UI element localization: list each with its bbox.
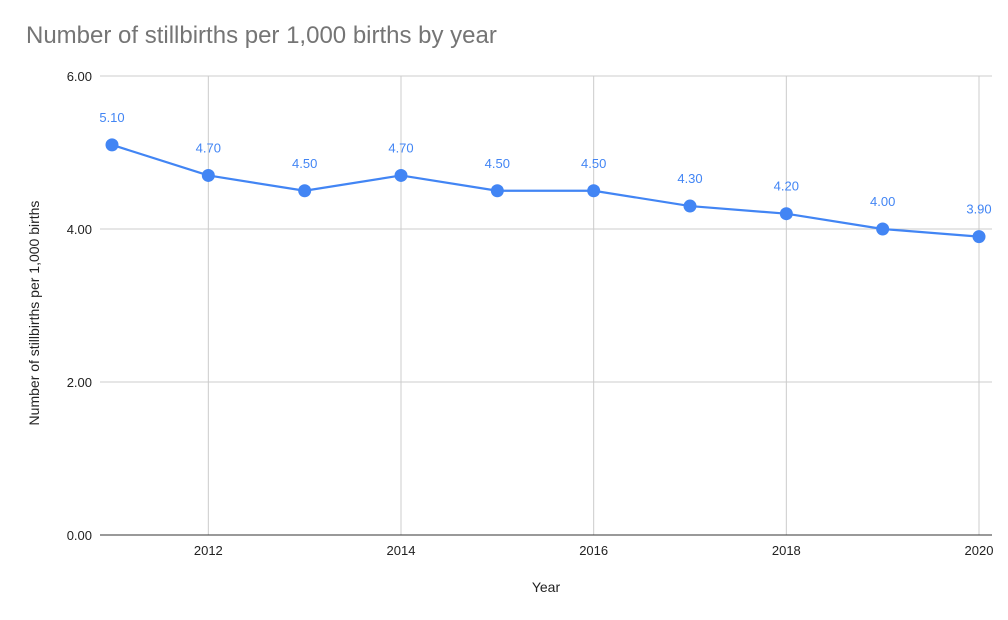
data-label: 4.50 xyxy=(581,156,606,171)
data-label: 4.50 xyxy=(485,156,510,171)
series-layer xyxy=(105,138,986,244)
axes: 0.00 2.00 4.00 6.00 2012 2014 2016 2018 2020 xyxy=(67,69,994,558)
x-tick-label: 2018 xyxy=(772,543,801,558)
data-point xyxy=(587,184,601,198)
y-tick-label: 4.00 xyxy=(67,222,92,237)
y-tick-label: 0.00 xyxy=(67,528,92,543)
data-point xyxy=(683,199,697,213)
data-label: 4.20 xyxy=(774,179,799,194)
x-axis-title: Year xyxy=(532,579,561,595)
y-axis-title: Number of stillbirths per 1,000 births xyxy=(26,201,42,426)
data-label: 4.50 xyxy=(292,156,317,171)
x-tick-label: 2020 xyxy=(965,543,994,558)
data-label: 3.90 xyxy=(966,202,991,217)
data-label: 4.70 xyxy=(388,140,413,155)
data-point xyxy=(105,138,119,152)
x-tick-label: 2016 xyxy=(579,543,608,558)
x-tick-label: 2014 xyxy=(387,543,416,558)
series-line xyxy=(111,143,980,238)
data-label: 4.70 xyxy=(196,140,221,155)
data-point xyxy=(972,230,986,244)
y-tick-label: 2.00 xyxy=(67,375,92,390)
data-point xyxy=(298,184,312,198)
data-point xyxy=(394,168,408,182)
data-labels: 5.10 4.70 4.50 4.70 4.50 4.50 4.30 4.20 4.00 3.90 xyxy=(99,110,991,217)
data-point xyxy=(490,184,504,198)
chart-title: Number of stillbirths per 1,000 births b… xyxy=(26,22,497,49)
data-label: 4.30 xyxy=(677,171,702,186)
data-label: 5.10 xyxy=(99,110,124,125)
data-label: 4.00 xyxy=(870,194,895,209)
y-tick-label: 6.00 xyxy=(67,69,92,84)
gridlines xyxy=(100,75,992,535)
data-point xyxy=(201,168,215,182)
data-point xyxy=(876,222,890,236)
x-tick-label: 2012 xyxy=(194,543,223,558)
data-point xyxy=(779,207,793,221)
